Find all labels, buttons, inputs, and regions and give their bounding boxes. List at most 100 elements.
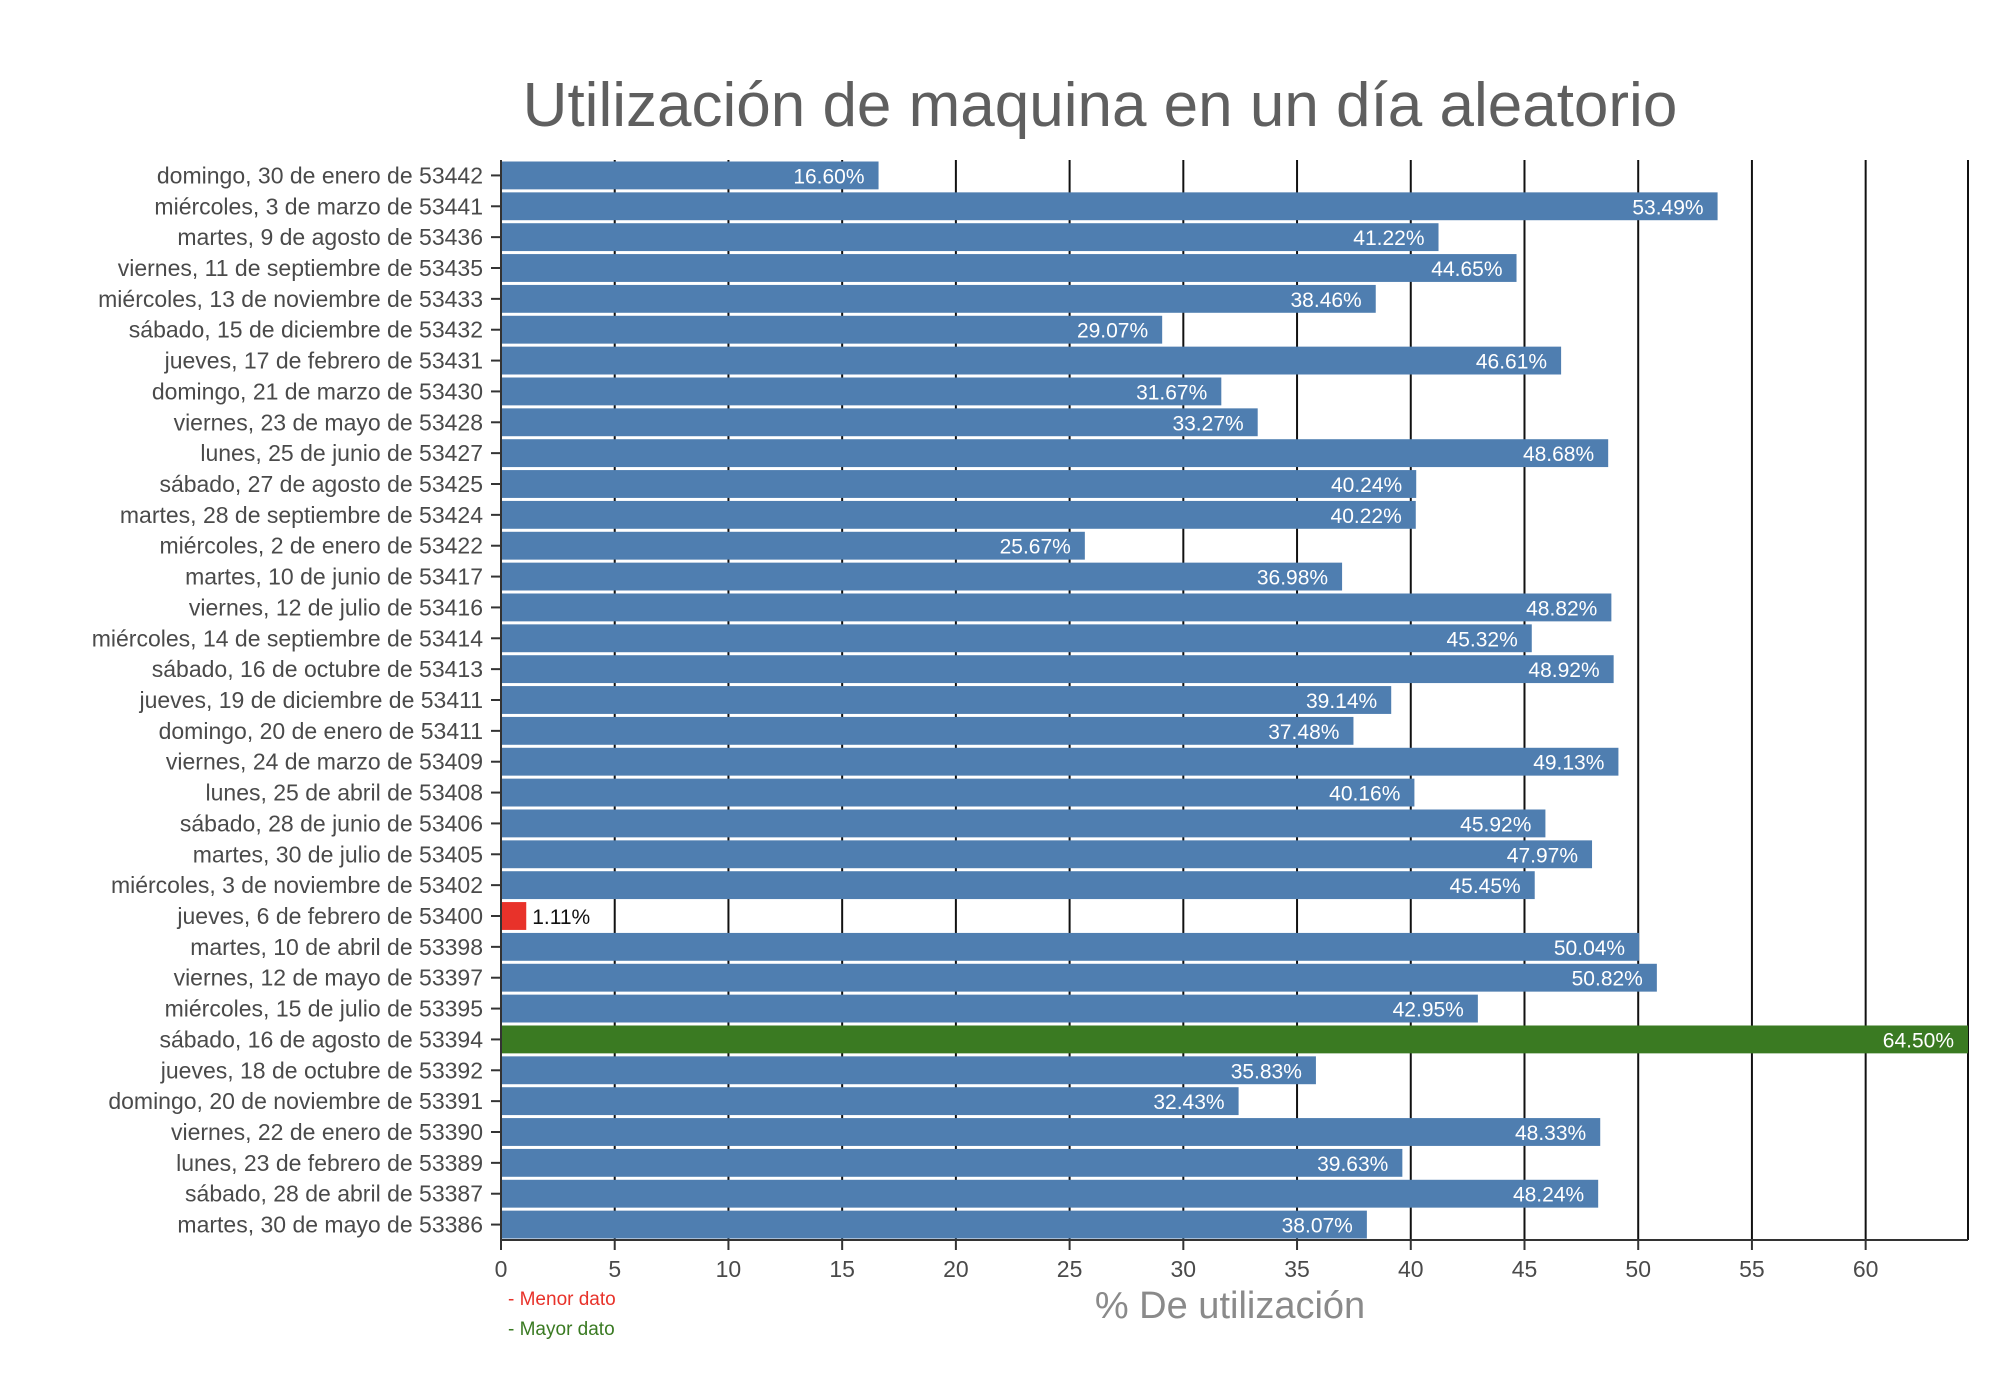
data-label: 41.22% <box>1353 227 1424 250</box>
data-label: 35.83% <box>1231 1060 1302 1083</box>
bar <box>501 686 1392 714</box>
category-label: jueves, 19 de diciembre de 53411 <box>138 687 483 713</box>
category-label: martes, 10 de junio de 53417 <box>185 564 483 590</box>
x-tick-label: 5 <box>608 1256 621 1282</box>
category-label: domingo, 21 de marzo de 53430 <box>152 378 483 404</box>
data-label: 32.43% <box>1153 1091 1224 1114</box>
category-label: miércoles, 13 de noviembre de 53433 <box>98 286 483 312</box>
data-label: 47.97% <box>1507 844 1578 867</box>
data-label: 45.92% <box>1460 813 1531 836</box>
category-label: sábado, 15 de diciembre de 53432 <box>129 317 483 343</box>
data-label: 40.24% <box>1331 474 1402 497</box>
data-label: 45.32% <box>1447 628 1518 651</box>
category-label: miércoles, 14 de septiembre de 53414 <box>92 625 483 651</box>
bar <box>501 624 1532 653</box>
data-label: 29.07% <box>1077 320 1148 343</box>
category-label: martes, 10 de abril de 53398 <box>190 934 483 960</box>
bar <box>501 192 1718 221</box>
category-label: sábado, 16 de octubre de 53413 <box>152 656 483 682</box>
bar <box>501 1118 1601 1146</box>
category-label: sábado, 28 de junio de 53406 <box>180 810 483 836</box>
category-label: viernes, 12 de julio de 53416 <box>189 594 483 620</box>
category-label: lunes, 25 de abril de 53408 <box>206 780 484 806</box>
category-label: domingo, 20 de noviembre de 53391 <box>108 1088 483 1114</box>
data-label: 42.95% <box>1393 999 1464 1022</box>
bar <box>501 254 1517 282</box>
data-label: 36.98% <box>1257 567 1328 590</box>
x-tick-label: 0 <box>495 1256 508 1282</box>
data-label: 48.82% <box>1526 597 1597 620</box>
data-label: 39.14% <box>1306 690 1377 713</box>
bar <box>501 932 1640 961</box>
x-tick-label: 35 <box>1284 1256 1310 1282</box>
data-label: 48.68% <box>1523 443 1594 466</box>
x-axis-label: % De utilización <box>1095 1285 1365 1327</box>
bar <box>501 531 1085 560</box>
category-label: viernes, 22 de enero de 53390 <box>171 1119 483 1145</box>
bar <box>501 439 1609 468</box>
category-label: lunes, 25 de junio de 53427 <box>200 440 483 466</box>
category-label: miércoles, 3 de marzo de 53441 <box>154 193 483 219</box>
data-label: 48.24% <box>1513 1184 1584 1207</box>
data-label: 33.27% <box>1172 412 1243 435</box>
bar <box>501 1210 1367 1239</box>
bar <box>501 470 1417 498</box>
legend: - Menor dato - Mayor dato <box>508 1289 616 1340</box>
data-label: 37.48% <box>1268 721 1339 744</box>
x-tick-label: 55 <box>1739 1256 1765 1282</box>
x-tick-label: 50 <box>1625 1256 1651 1282</box>
category-label: miércoles, 3 de noviembre de 53402 <box>111 872 483 898</box>
data-label: 46.61% <box>1476 351 1547 374</box>
category-label: viernes, 23 de mayo de 53428 <box>174 409 483 435</box>
bars <box>501 161 1968 1239</box>
category-label: viernes, 11 de septiembre de 53435 <box>118 255 483 281</box>
bar <box>501 809 1546 838</box>
data-label: 50.04% <box>1554 937 1625 960</box>
data-label: 44.65% <box>1431 258 1502 281</box>
bar <box>501 408 1258 437</box>
data-label: 40.16% <box>1329 783 1400 806</box>
category-label: martes, 9 de agosto de 53436 <box>177 224 483 250</box>
category-label: jueves, 17 de febrero de 53431 <box>164 348 483 374</box>
bar <box>501 1179 1599 1208</box>
bar <box>501 840 1593 869</box>
category-label: viernes, 24 de marzo de 53409 <box>166 749 483 775</box>
x-tick-label: 10 <box>716 1256 742 1282</box>
data-label: 53.49% <box>1632 196 1703 219</box>
legend-entry: - Mayor dato <box>508 1319 615 1340</box>
category-label: jueves, 6 de febrero de 53400 <box>176 903 483 929</box>
category-label: sábado, 27 de agosto de 53425 <box>159 471 483 497</box>
category-label: lunes, 23 de febrero de 53389 <box>176 1150 483 1176</box>
bar <box>501 315 1163 344</box>
chart-title: Utilización de maquina en un día aleator… <box>523 71 1678 140</box>
data-label: 31.67% <box>1136 381 1207 404</box>
category-label: viernes, 12 de mayo de 53397 <box>174 965 483 991</box>
category-label: domingo, 30 de enero de 53442 <box>157 162 483 188</box>
x-tick-label: 30 <box>1171 1256 1197 1282</box>
category-label: sábado, 28 de abril de 53387 <box>185 1181 483 1207</box>
x-tick-label: 15 <box>829 1256 855 1282</box>
bar <box>501 994 1478 1023</box>
data-label: 25.67% <box>1000 536 1071 559</box>
category-label: sábado, 16 de agosto de 53394 <box>159 1026 483 1052</box>
data-label: 50.82% <box>1572 968 1643 991</box>
data-labels: 16.60% 53.49% 41.22% 44.65% 38.46% 29.07% 46.6… <box>532 165 1954 1237</box>
category-labels: domingo, 30 de enero de 53442 miércoles, … <box>92 162 483 1237</box>
bar <box>501 1025 1968 1054</box>
bar <box>501 963 1657 992</box>
data-label: 48.92% <box>1528 659 1599 682</box>
category-label: jueves, 18 de octubre de 53392 <box>160 1057 483 1083</box>
data-label: 38.46% <box>1291 289 1362 312</box>
category-label: domingo, 20 de enero de 53411 <box>159 718 483 744</box>
x-tick-label: 20 <box>943 1256 969 1282</box>
legend-entry: - Menor dato <box>508 1289 616 1310</box>
data-label: 16.60% <box>793 165 864 188</box>
bar <box>501 778 1415 807</box>
x-tick-label: 45 <box>1512 1256 1538 1282</box>
bar <box>501 716 1354 745</box>
x-axis: 0 5 10 15 20 25 30 35 40 45 50 55 60 <box>491 160 1968 1282</box>
category-label: martes, 30 de mayo de 53386 <box>177 1212 483 1238</box>
bar <box>501 871 1535 900</box>
bar <box>501 1148 1403 1177</box>
